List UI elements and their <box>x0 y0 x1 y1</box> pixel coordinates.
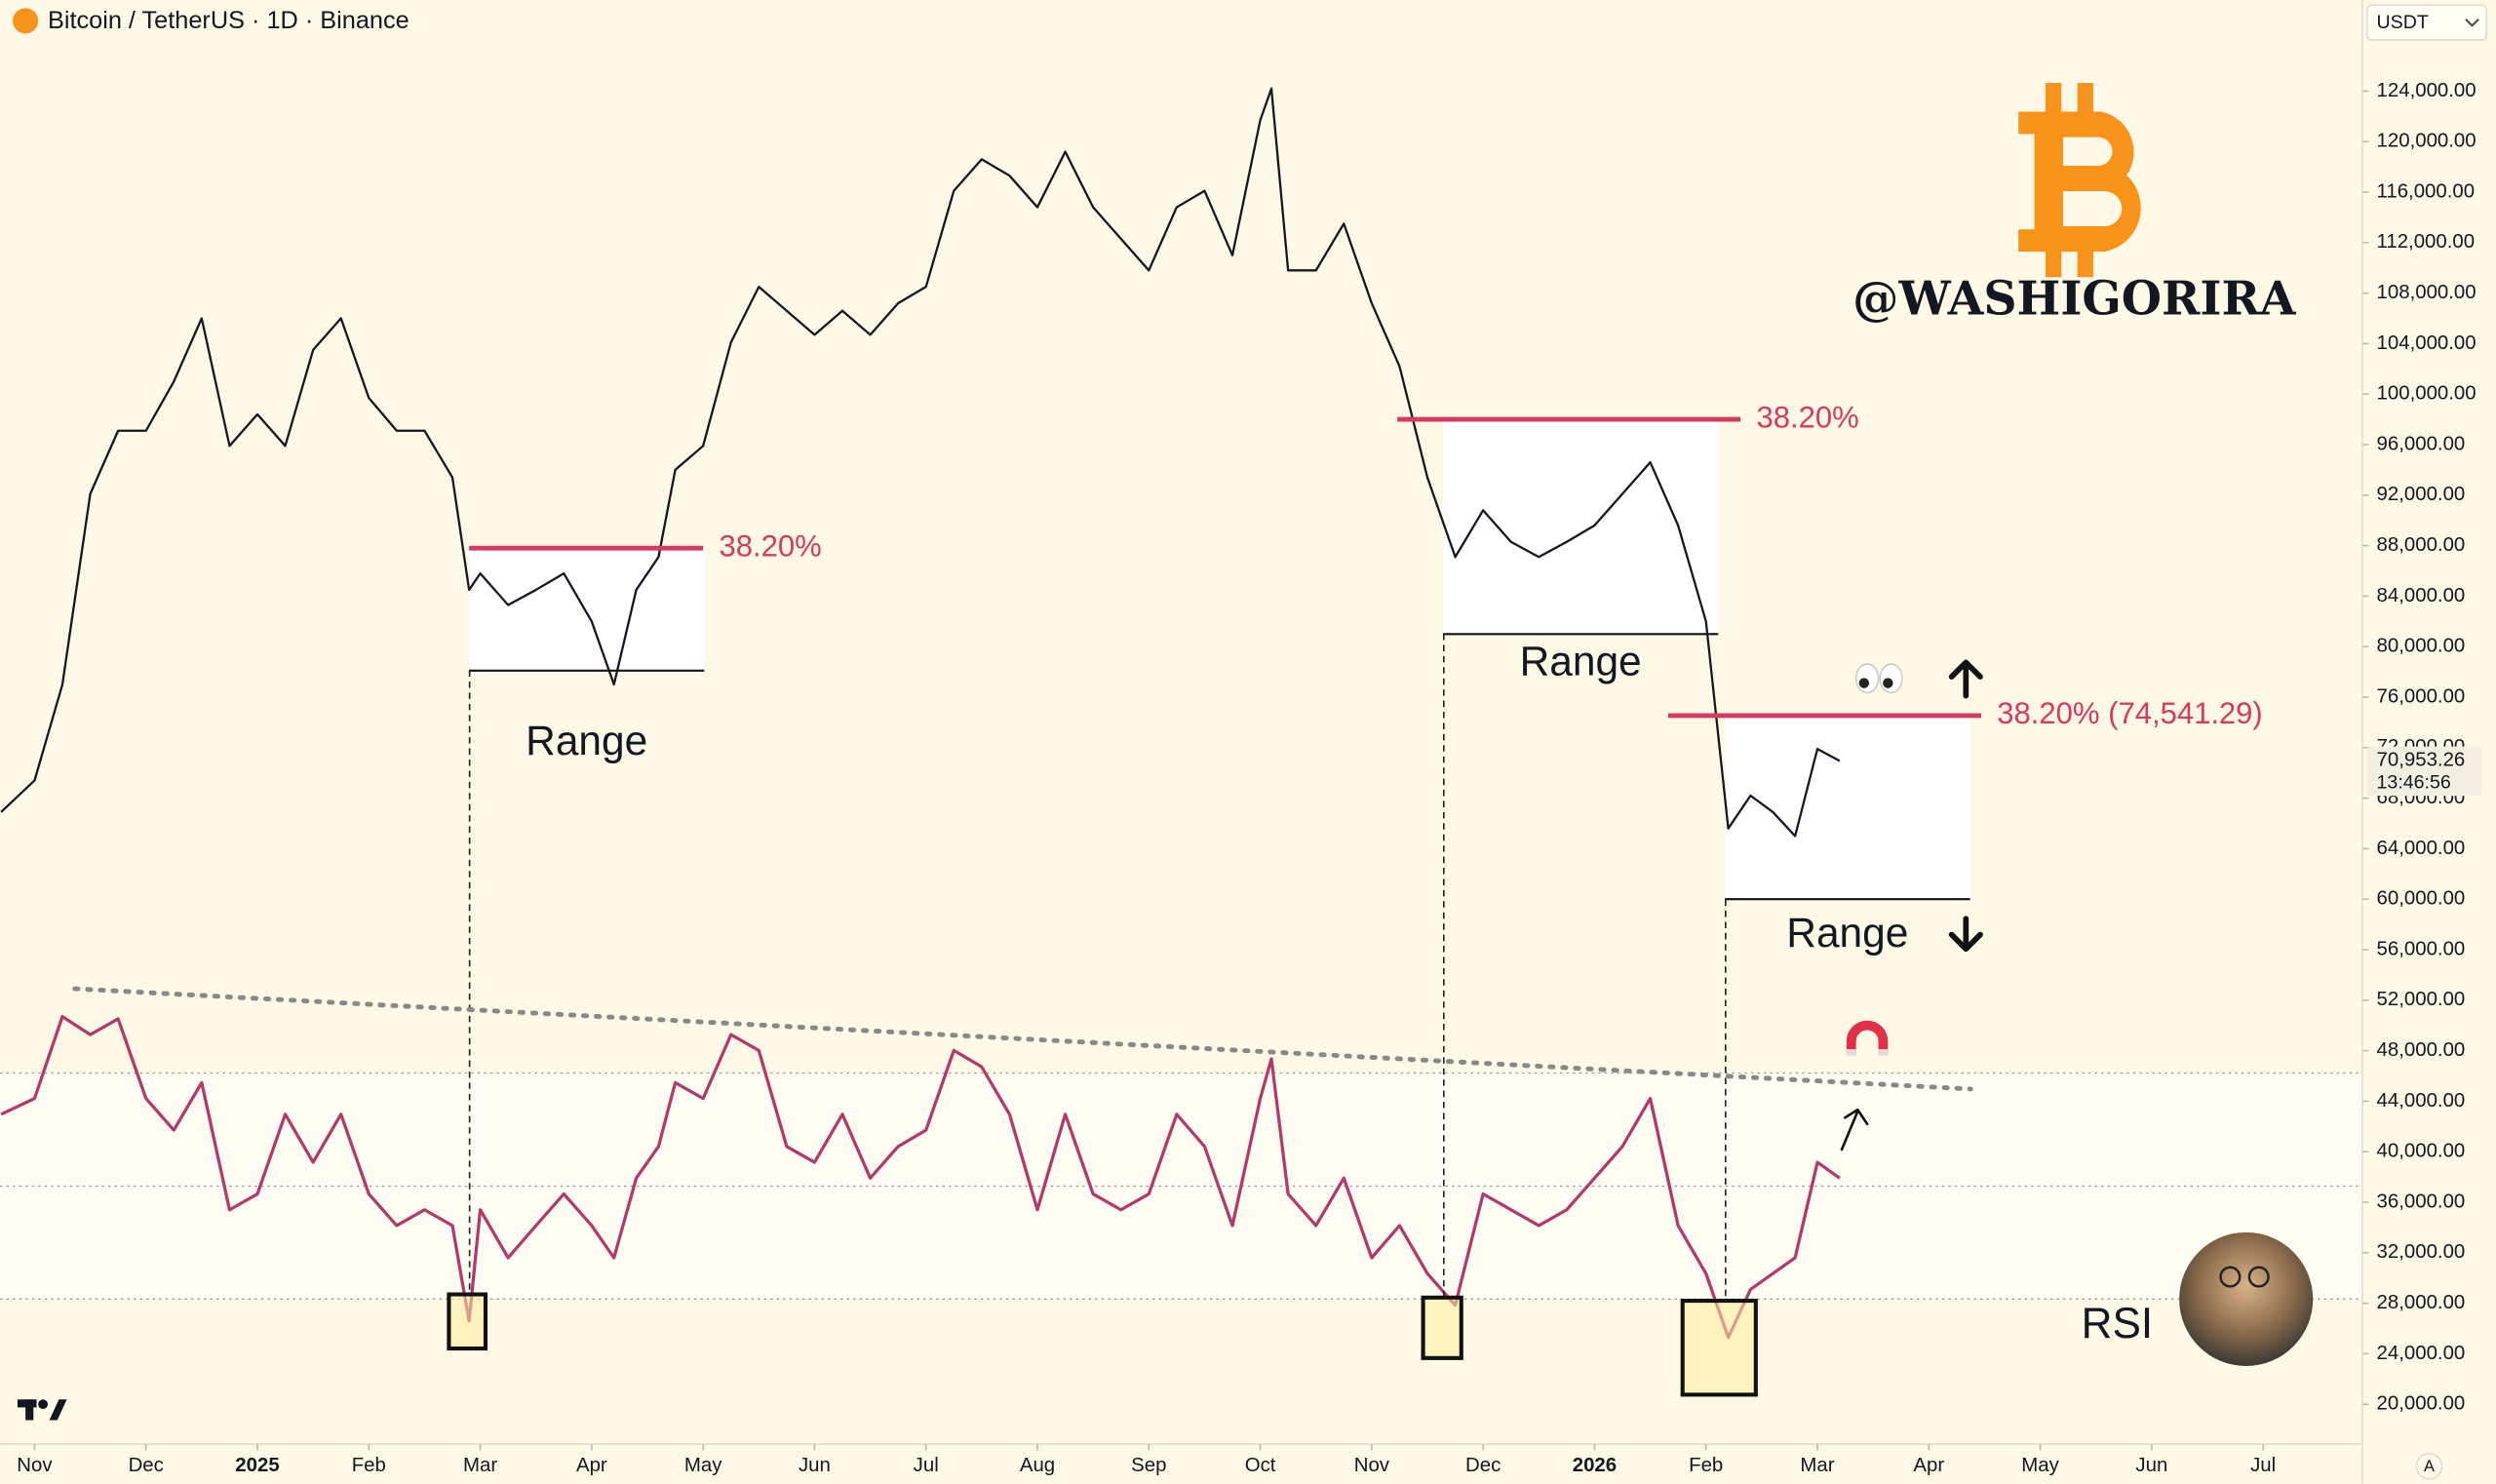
eye <box>1854 663 1880 694</box>
dropdown-chevron[interactable] <box>2465 19 2479 27</box>
y-tick-label: 100,000.00 <box>2377 383 2476 405</box>
rsi-line <box>0 1014 1841 1340</box>
x-tick-label: Mar <box>1800 1455 1834 1476</box>
x-tick-label: Jul <box>2250 1455 2276 1476</box>
y-tick-label: 76,000.00 <box>2377 685 2466 707</box>
symbol-icon <box>13 8 39 34</box>
up-arrow <box>1948 659 1983 699</box>
x-tick-label: May <box>2021 1455 2059 1476</box>
arrows <box>1840 659 1983 1152</box>
x-tick-label: 2026 <box>1573 1455 1617 1476</box>
range-label: Range <box>526 718 647 763</box>
x-tick-label: Jun <box>2135 1455 2167 1476</box>
fib-label: 38.20% <box>1756 400 1858 434</box>
bitcoin-logo <box>2018 83 2141 278</box>
range-box <box>1725 715 1970 900</box>
y-tick-label: 24,000.00 <box>2377 1343 2466 1364</box>
scale-button[interactable] <box>2415 1452 2443 1480</box>
price-tag <box>2366 746 2482 797</box>
scale-button-label[interactable]: A <box>2424 1458 2435 1475</box>
y-tick-label: 56,000.00 <box>2377 938 2466 959</box>
x-tick-label: Apr <box>1913 1455 1944 1476</box>
range-box <box>1443 419 1719 635</box>
pupil <box>1883 678 1893 688</box>
y-tick-label: 52,000.00 <box>2377 989 2466 1010</box>
eyes <box>1854 663 1903 694</box>
chart-title: Bitcoin / TetherUS · 1D · Binance <box>48 7 410 34</box>
x-tick-label: May <box>684 1455 722 1476</box>
y-tick-label: 84,000.00 <box>2377 585 2466 606</box>
y-tick-label: 120,000.00 <box>2377 131 2476 152</box>
rsi-highlights <box>447 1292 1758 1397</box>
y-tick-label: 108,000.00 <box>2377 282 2476 303</box>
pupil <box>1858 678 1870 688</box>
x-tick-label: Sep <box>1131 1455 1166 1476</box>
range-label: Range <box>1786 910 1908 956</box>
down-arrow <box>1948 916 1983 953</box>
tv-logo <box>17 1399 67 1421</box>
price-axis-bg <box>2361 0 2496 1484</box>
eye <box>1879 663 1903 694</box>
x-tick-label: Feb <box>1689 1455 1723 1476</box>
x-tick-label: Jul <box>914 1455 939 1476</box>
magnet <box>1846 1020 1889 1056</box>
y-tick-label: 88,000.00 <box>2377 534 2466 556</box>
rsi-highlight <box>1680 1299 1758 1397</box>
y-tick-label: 112,000.00 <box>2377 231 2476 253</box>
small-arrow <box>1840 1108 1869 1152</box>
x-tick-label: Nov <box>1354 1455 1390 1476</box>
x-tick-label: Oct <box>1245 1455 1276 1476</box>
x-tick-label: Apr <box>576 1455 607 1476</box>
x-tick-label: Dec <box>129 1455 164 1476</box>
fib-label: 38.20% <box>719 528 821 563</box>
y-tick-label: 28,000.00 <box>2377 1292 2466 1313</box>
x-tick-label: Jun <box>799 1455 831 1476</box>
guide-lines <box>468 633 1727 1302</box>
rsi-trendline <box>72 986 1973 1092</box>
y-tick-label: 96,000.00 <box>2377 433 2466 454</box>
y-tick-label: 44,000.00 <box>2377 1090 2466 1112</box>
range-box <box>469 548 705 671</box>
fib-label: 38.20% (74,541.29) <box>1997 696 2262 730</box>
price-tag-label: 70,953.26 <box>2377 750 2466 771</box>
x-tick-label: Feb <box>352 1455 386 1476</box>
y-tick-label: 116,000.00 <box>2377 180 2476 202</box>
y-tick-label: 104,000.00 <box>2377 332 2476 354</box>
y-tick-label: 80,000.00 <box>2377 636 2466 657</box>
y-tick-label: 124,000.00 <box>2377 80 2476 101</box>
y-tick-label: 48,000.00 <box>2377 1039 2466 1061</box>
y-tick-label: 92,000.00 <box>2377 484 2466 505</box>
price-line <box>0 87 1841 838</box>
currency-label[interactable]: USDT <box>2377 12 2429 33</box>
y-tick-label: 36,000.00 <box>2377 1191 2466 1212</box>
y-tick-label: 32,000.00 <box>2377 1241 2466 1263</box>
avatar <box>2179 1231 2314 1366</box>
rsi-highlight <box>447 1292 488 1351</box>
x-tick-label: Dec <box>1465 1455 1501 1476</box>
y-tick-label: 64,000.00 <box>2377 838 2466 859</box>
y-tick-label: 60,000.00 <box>2377 888 2466 910</box>
y-tick-label: 20,000.00 <box>2377 1393 2466 1415</box>
rsi-highlight <box>1421 1295 1463 1360</box>
rsi-label: RSI <box>2082 1300 2153 1347</box>
x-tick-label: Nov <box>17 1455 53 1476</box>
currency-box[interactable] <box>2365 4 2488 41</box>
x-tick-label: Aug <box>1020 1455 1055 1476</box>
countdown: 13:46:56 <box>2377 771 2451 793</box>
y-tick-label: 40,000.00 <box>2377 1141 2466 1162</box>
range-label: Range <box>1520 638 1642 683</box>
watermark: @WASHIGORIRA <box>1852 272 2297 326</box>
x-tick-label: Mar <box>463 1455 497 1476</box>
x-tick-label: 2025 <box>235 1455 279 1476</box>
